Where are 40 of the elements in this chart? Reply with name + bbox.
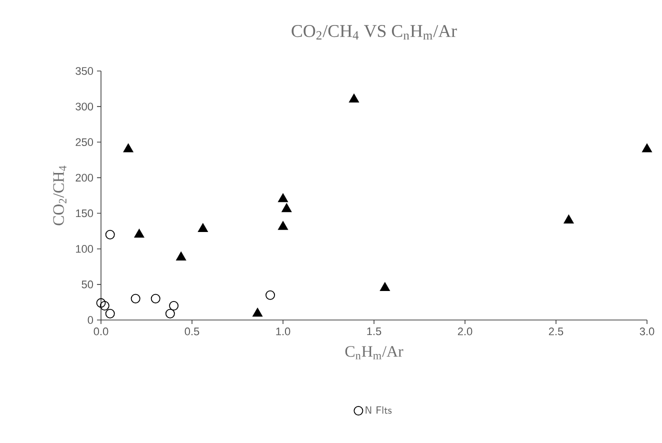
y-tick-label: 300 [76, 102, 94, 110]
point [105, 230, 115, 240]
point [278, 193, 288, 202]
y-axis-title: CO$_{2}$/CH$_{4}$ [53, 166, 66, 226]
point [169, 301, 179, 311]
x-axis-title: C$_{n}$H$_{m}$/Ar [345, 346, 404, 360]
point [564, 214, 574, 224]
point [266, 290, 276, 300]
y-tick-label: 50 [82, 280, 94, 288]
point [100, 301, 110, 311]
chart-title: CO$_{2}$/CH$_{4}$ VS C$_{n}$H$_{m}$/Ar [292, 25, 457, 40]
x-tick-label: 1.5 [367, 328, 382, 336]
y-tick-label: 150 [76, 209, 94, 218]
legend-label: N Flts [366, 406, 392, 414]
y-tick-label: 100 [76, 244, 94, 253]
point [105, 308, 115, 318]
point [198, 223, 208, 232]
point [278, 221, 288, 230]
point [642, 144, 652, 152]
point [282, 203, 292, 212]
x-tick-label: 2.0 [458, 328, 472, 336]
x-tick-label: 3.0 [640, 328, 654, 336]
x-tick-label: 1.0 [276, 328, 290, 336]
y-tick-label: 200 [76, 174, 94, 182]
point [349, 94, 359, 103]
y-tick-label: 0 [88, 316, 94, 324]
point [165, 308, 175, 318]
point [130, 294, 140, 304]
x-tick-label: 2.5 [548, 328, 564, 336]
point [123, 144, 134, 152]
x-tick-label: 0.5 [184, 328, 200, 336]
point [96, 298, 106, 308]
x-tick-label: 0.0 [94, 328, 108, 336]
y-tick-label: 250 [76, 138, 94, 146]
point [380, 282, 390, 292]
point [150, 294, 160, 304]
point [134, 228, 144, 238]
point [176, 252, 186, 260]
point [252, 308, 262, 317]
y-tick-label: 350 [76, 67, 94, 75]
